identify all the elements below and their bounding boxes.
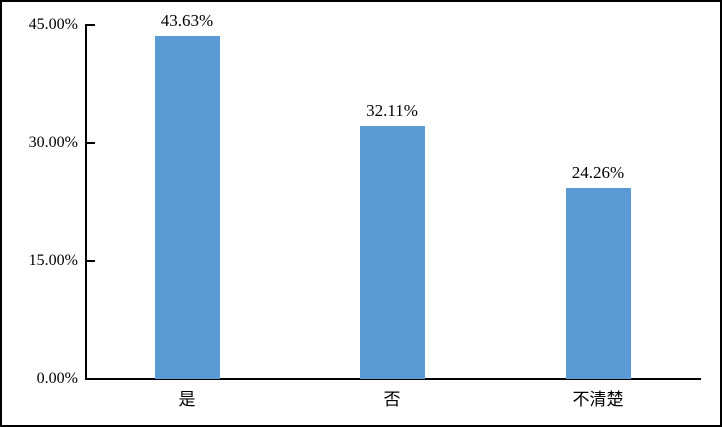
x-axis-line <box>85 378 701 380</box>
bar-value-label: 32.11% <box>366 101 418 120</box>
bar-否 <box>359 126 425 379</box>
x-axis-category-label: 不清楚 <box>572 390 624 409</box>
y-axis-tick-mark <box>87 260 95 262</box>
y-axis-tick-mark <box>87 24 95 26</box>
y-axis-line <box>85 24 87 380</box>
y-axis-tick-label: 45.00% <box>28 16 78 33</box>
x-axis-category-label: 否 <box>383 390 401 409</box>
y-axis-tick-label: 15.00% <box>28 252 78 269</box>
bar-value-label: 24.26% <box>571 163 625 182</box>
bar-不清楚 <box>565 188 631 379</box>
x-axis-category-label: 是 <box>178 390 196 409</box>
y-axis-tick-label: 0.00% <box>36 370 78 387</box>
bar-value-label: 43.63% <box>160 11 214 30</box>
bar-是 <box>154 36 220 379</box>
y-axis-tick-label: 30.00% <box>28 134 78 151</box>
y-axis-tick-mark <box>87 142 95 144</box>
